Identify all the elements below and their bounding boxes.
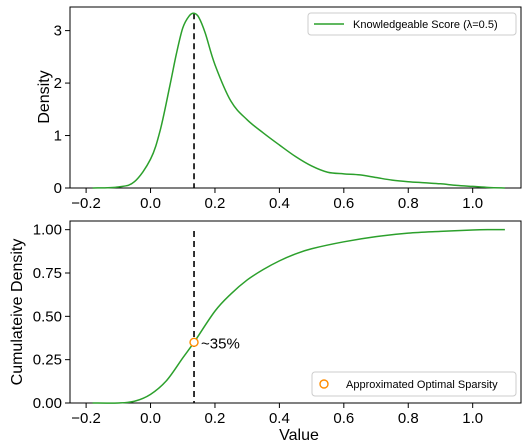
cdf-ytick-label: 1.00 xyxy=(33,222,62,239)
cdf-xlabel: Value xyxy=(279,427,319,443)
density-xtick-label: 1.0 xyxy=(462,195,483,212)
cdf-ticks: −0.2 0.0 0.2 0.4 0.6 0.8 1.0 0.00 0.25 0.50 0.75 1.… xyxy=(33,222,483,427)
density-xtick-label: 0.2 xyxy=(205,195,226,212)
density-ytick-label: 1 xyxy=(54,128,62,145)
cdf-legend-label: Approximated Optimal Sparsity xyxy=(346,379,498,391)
optimal-sparsity-point xyxy=(189,337,199,348)
density-xtick-label: 0.0 xyxy=(140,195,161,212)
cdf-legend: Approximated Optimal Sparsity xyxy=(311,371,517,397)
cdf-ytick-label: 0.50 xyxy=(33,308,62,325)
cdf-panel: −0.2 0.0 0.2 0.4 0.6 0.8 1.0 0.00 0.25 0.50 0.75 1.… xyxy=(9,220,522,443)
density-plot-frame xyxy=(69,6,522,189)
cdf-ytick-label: 0.00 xyxy=(33,395,62,412)
density-legend-label: Knowledgeable Score (λ=0.5) xyxy=(353,19,498,31)
density-xtick-label: 0.8 xyxy=(398,195,419,212)
density-panel: −0.2 0.0 0.2 0.4 0.6 0.8 1.0 0 1 2 3 Density Knowl… xyxy=(36,6,522,212)
cdf-legend-box xyxy=(311,371,517,397)
optimal-sparsity-label: ~35% xyxy=(201,335,240,352)
density-ytick-label: 3 xyxy=(54,23,62,40)
density-legend: Knowledgeable Score (λ=0.5) xyxy=(307,12,517,36)
cdf-ytick-label: 0.25 xyxy=(33,352,62,369)
cdf-xtick-label: −0.2 xyxy=(71,410,101,427)
density-ticks: −0.2 0.0 0.2 0.4 0.6 0.8 1.0 0 1 2 3 xyxy=(54,23,483,212)
cdf-xtick-label: 1.0 xyxy=(462,410,483,427)
cdf-ytick-label: 0.75 xyxy=(33,265,62,282)
density-ylabel: Density xyxy=(36,70,53,123)
density-ytick-label: 2 xyxy=(54,75,62,92)
density-ytick-label: 0 xyxy=(54,180,62,197)
density-legend-box xyxy=(307,12,517,36)
cdf-xtick-label: 0.2 xyxy=(205,410,226,427)
density-xtick-label: 0.4 xyxy=(269,195,290,212)
density-curve xyxy=(92,12,505,189)
cdf-xtick-label: 0.0 xyxy=(140,410,161,427)
cdf-ylabel: Cumulateive Density xyxy=(9,239,26,386)
density-xtick-label: 0.6 xyxy=(333,195,354,212)
cdf-xtick-label: 0.4 xyxy=(269,410,290,427)
cdf-curve xyxy=(92,228,505,404)
cdf-plot-frame xyxy=(69,220,522,404)
cdf-legend-marker xyxy=(319,379,329,389)
cdf-xtick-label: 0.6 xyxy=(333,410,354,427)
cdf-xtick-label: 0.8 xyxy=(398,410,419,427)
density-xtick-label: −0.2 xyxy=(71,195,101,212)
